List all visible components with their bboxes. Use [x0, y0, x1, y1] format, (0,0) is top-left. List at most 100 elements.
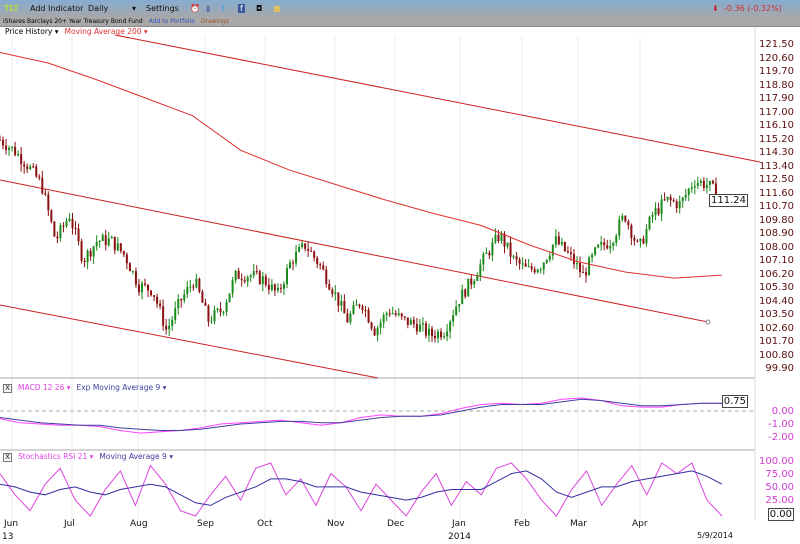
- candle-body: [681, 197, 684, 202]
- candle-body: [527, 266, 530, 268]
- candle-body: [560, 242, 563, 245]
- sticky-note-icon[interactable]: ■: [273, 4, 281, 13]
- candle-body: [521, 263, 524, 265]
- candle-body: [225, 302, 228, 312]
- candle-body: [639, 238, 642, 242]
- stoch-tick: 75.00: [765, 469, 794, 480]
- candle-body: [539, 269, 542, 271]
- candle-body: [2, 139, 5, 146]
- moving-average-label[interactable]: Moving Average 200 ▾: [64, 27, 148, 36]
- candle-body: [334, 292, 337, 295]
- price-history-label[interactable]: Price History ▾: [5, 27, 59, 36]
- candle-body: [582, 272, 585, 274]
- price-tick: 114.30: [759, 147, 794, 158]
- candle-body: [391, 313, 394, 315]
- trendline-handle: [705, 319, 711, 325]
- macd-label[interactable]: MACD 12 26 ▾: [18, 383, 71, 392]
- candle-body: [470, 278, 473, 285]
- candle-body: [240, 278, 243, 281]
- candle-body: [237, 270, 240, 279]
- candle-body: [231, 280, 234, 294]
- candle-body: [168, 325, 171, 330]
- label-text: Price History: [5, 27, 53, 36]
- drawings-link[interactable]: Drawings: [200, 18, 229, 25]
- candle-body: [491, 242, 494, 256]
- close-stoch-button[interactable]: X: [3, 452, 12, 462]
- candle-body: [122, 251, 125, 255]
- twitter-icon[interactable]: t: [222, 4, 226, 13]
- candle-body: [657, 208, 660, 214]
- candle-body: [71, 218, 74, 229]
- candle-body: [189, 286, 192, 288]
- settings-button[interactable]: Settings: [146, 4, 179, 13]
- candle-body: [107, 238, 110, 246]
- candle-body: [370, 322, 373, 329]
- candle-body: [669, 196, 672, 201]
- symbol[interactable]: TLT: [4, 4, 19, 13]
- chevron-down-icon[interactable]: ▾: [132, 4, 137, 13]
- candle-body: [603, 242, 606, 246]
- candle-body: [666, 196, 669, 200]
- price-tick: 119.70: [759, 66, 794, 77]
- candle-body: [648, 216, 651, 230]
- price-tick: 118.80: [759, 79, 794, 91]
- candle-body: [714, 183, 717, 200]
- candle-body: [373, 328, 376, 336]
- candle-body: [95, 241, 98, 247]
- candle-body: [316, 257, 319, 265]
- candle-body: [376, 327, 379, 336]
- candle-body: [515, 256, 518, 260]
- candle-body: [198, 278, 201, 292]
- candle-body: [606, 245, 609, 249]
- candle-body: [545, 259, 548, 263]
- candle-body: [572, 254, 575, 265]
- stoch-label[interactable]: Stochastics RSI 21 ▾: [18, 452, 94, 461]
- stoch-ma-label[interactable]: Moving Average 9 ▾: [99, 452, 173, 461]
- book-icon[interactable]: ▮: [206, 4, 211, 13]
- alarm-clock-icon[interactable]: ⏰: [190, 4, 200, 13]
- candle-body: [440, 331, 443, 338]
- price-tick: 108.00: [759, 241, 794, 253]
- candle-body: [430, 328, 433, 336]
- candle-body: [14, 146, 17, 156]
- candle-body: [255, 271, 258, 273]
- close-macd-button[interactable]: X: [3, 383, 12, 393]
- add-indicator-button[interactable]: Add Indicator: [30, 4, 84, 13]
- label-text: Moving Average 200: [64, 27, 142, 36]
- candle-body: [331, 289, 334, 295]
- candle-body: [210, 321, 213, 323]
- candle-body: [693, 185, 696, 188]
- candle-body: [144, 283, 147, 285]
- label-text: Moving Average 9: [99, 452, 167, 461]
- candle-body: [684, 194, 687, 198]
- candle-body: [5, 145, 8, 151]
- candle-body: [702, 180, 705, 188]
- candle-body: [74, 228, 77, 230]
- candle-body: [258, 271, 261, 284]
- candle-body: [594, 247, 597, 255]
- candle-body: [585, 272, 588, 276]
- period-select[interactable]: Daily: [88, 4, 109, 13]
- candle-body: [213, 310, 216, 322]
- candle-body: [615, 235, 618, 243]
- macd-signal-label[interactable]: Exp Moving Average 9 ▾: [76, 383, 167, 392]
- candle-body: [8, 147, 11, 151]
- candle-body: [140, 283, 143, 293]
- candle-body: [557, 236, 560, 245]
- candle-body: [116, 243, 119, 251]
- candle-body: [246, 277, 249, 282]
- candle-body: [588, 257, 591, 276]
- candle-body: [530, 266, 533, 270]
- price-tick: 103.50: [759, 309, 794, 320]
- candle-body: [403, 316, 406, 318]
- add-to-portfolio-link[interactable]: Add to Portfolio: [148, 18, 195, 25]
- camera-icon[interactable]: ◘: [256, 4, 263, 13]
- facebook-icon[interactable]: f: [238, 4, 245, 13]
- ma200-line: [0, 52, 723, 279]
- candle-body: [301, 243, 304, 248]
- candle-body: [406, 317, 409, 325]
- candle-body: [273, 284, 276, 291]
- candle-body: [385, 313, 388, 316]
- candle-body: [156, 296, 159, 304]
- candle-body: [180, 298, 183, 301]
